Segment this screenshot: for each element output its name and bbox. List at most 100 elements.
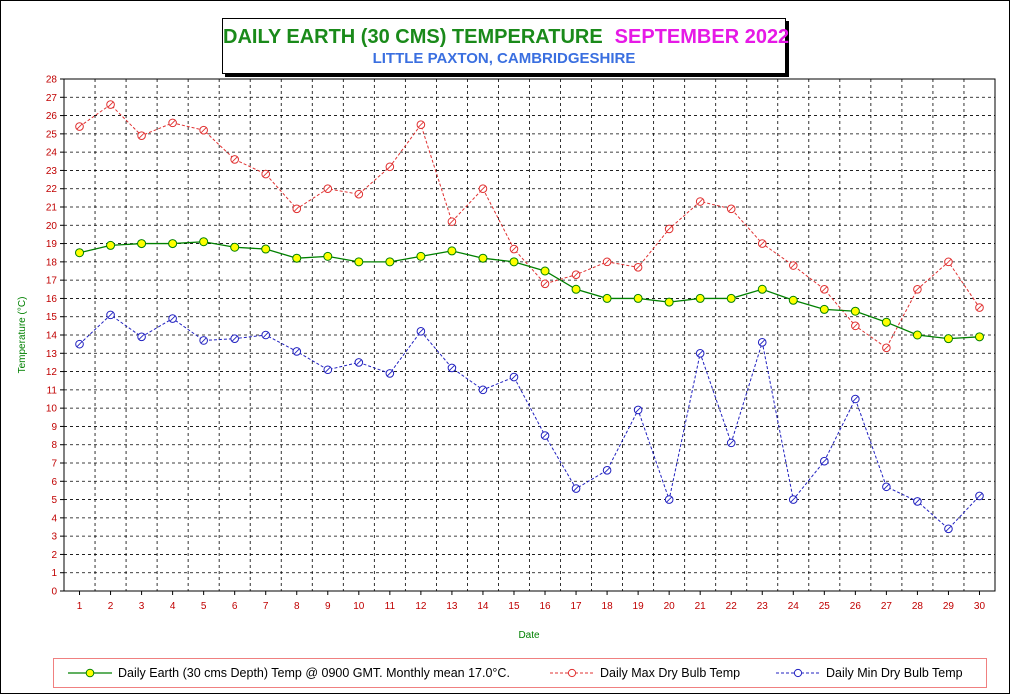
data-point-mark-min xyxy=(635,407,641,413)
x-tick-label: 20 xyxy=(664,601,676,612)
data-point-earth xyxy=(881,317,891,327)
y-tick-label: 20 xyxy=(46,221,58,232)
data-point-earth xyxy=(571,284,581,294)
data-point-earth xyxy=(850,306,860,316)
data-point-mark-max xyxy=(231,156,238,163)
chart-title-month: SEPTEMBER 2022 xyxy=(614,26,790,48)
x-tick-label: 2 xyxy=(108,601,114,612)
data-point-mark-min xyxy=(666,496,672,503)
title-line: DAILY EARTH (30 CMS) TEMPERATURE SEPTEMBE… xyxy=(223,26,789,48)
x-tick-label: 25 xyxy=(819,601,831,612)
data-point-earth xyxy=(943,334,953,344)
x-tick-label: 11 xyxy=(385,601,396,612)
y-tick-label: 3 xyxy=(51,532,57,543)
data-point-mark-max xyxy=(449,218,455,225)
series-line-min xyxy=(79,314,980,530)
x-tick-label: 12 xyxy=(415,601,427,612)
data-point-mark-max xyxy=(945,259,952,265)
data-point-mark-max xyxy=(821,286,828,293)
data-point-mark-min xyxy=(542,432,548,439)
data-point-earth xyxy=(819,304,829,314)
data-point-earth xyxy=(912,330,922,340)
x-tick-label: 1 xyxy=(77,601,83,612)
y-tick-label: 8 xyxy=(51,440,57,451)
y-tick-label: 23 xyxy=(46,166,58,177)
data-point-earth xyxy=(695,293,705,303)
x-tick-label: 6 xyxy=(232,601,238,612)
data-point-earth xyxy=(75,248,85,258)
y-tick-label: 4 xyxy=(51,513,57,524)
data-point-earth xyxy=(974,332,984,342)
x-tick-label: 30 xyxy=(974,601,986,612)
x-tick-label: 8 xyxy=(294,601,300,612)
y-tick-label: 14 xyxy=(46,331,58,342)
data-point-earth xyxy=(540,266,550,276)
data-point-mark-min xyxy=(573,485,579,492)
data-point-earth xyxy=(168,239,178,249)
data-point-mark-max xyxy=(200,127,207,133)
y-tick-label: 17 xyxy=(46,276,58,287)
x-tick-label: 27 xyxy=(881,601,893,612)
legend-item-min: Daily Min Dry Bulb Temp xyxy=(776,659,963,687)
y-tick-label: 22 xyxy=(46,184,58,195)
data-point-earth xyxy=(509,257,519,267)
y-tick-label: 5 xyxy=(51,495,57,506)
data-point-earth xyxy=(757,284,767,294)
series-line-earth xyxy=(79,241,980,340)
x-tick-label: 18 xyxy=(602,601,614,612)
data-point-mark-min xyxy=(418,328,424,335)
data-point-mark-min xyxy=(790,496,797,503)
y-tick-label: 11 xyxy=(47,385,58,396)
y-tick-label: 12 xyxy=(46,367,58,378)
data-point-mark-max xyxy=(138,132,145,139)
y-tick-label: 15 xyxy=(46,312,58,323)
x-tick-label: 9 xyxy=(325,601,331,612)
data-point-earth xyxy=(230,242,240,252)
data-point-earth xyxy=(664,297,674,307)
legend-swatch-earth xyxy=(68,668,112,678)
x-tick-label: 29 xyxy=(943,601,955,612)
data-point-earth xyxy=(416,251,426,261)
x-tick-label: 10 xyxy=(353,601,365,612)
data-point-mark-min xyxy=(480,387,486,393)
data-point-mark-min xyxy=(852,396,859,402)
x-tick-label: 7 xyxy=(263,601,269,612)
y-tick-label: 25 xyxy=(46,129,58,140)
data-point-mark-max xyxy=(169,120,176,126)
y-tick-label: 2 xyxy=(51,550,57,561)
data-point-mark-min xyxy=(76,341,83,347)
data-point-mark-max xyxy=(418,121,424,128)
legend: Daily Earth (30 cms Depth) Temp @ 0900 G… xyxy=(53,658,987,688)
data-point-mark-max xyxy=(976,304,983,311)
legend-label-earth: Daily Earth (30 cms Depth) Temp @ 0900 G… xyxy=(118,666,510,680)
y-tick-label: 19 xyxy=(46,239,58,250)
y-tick-label: 26 xyxy=(46,111,58,122)
x-tick-label: 22 xyxy=(726,601,738,612)
data-point-mark-min xyxy=(759,339,765,346)
x-axis-label: Date xyxy=(518,630,540,641)
legend-item-earth: Daily Earth (30 cms Depth) Temp @ 0900 G… xyxy=(68,659,510,687)
data-point-mark-min xyxy=(387,370,393,377)
chart-subtitle: LITTLE PAXTON, CAMBRIDGESHIRE xyxy=(372,50,636,67)
y-tick-label: 21 xyxy=(46,203,58,214)
data-point-mark-max xyxy=(759,240,765,247)
y-tick-label: 13 xyxy=(46,349,58,360)
data-point-mark-max xyxy=(604,259,610,265)
x-tick-label: 16 xyxy=(539,601,551,612)
data-point-mark-min xyxy=(976,493,983,499)
legend-label-min: Daily Min Dry Bulb Temp xyxy=(826,666,963,680)
y-axis-label: Temperature (°C) xyxy=(17,297,28,374)
y-tick-label: 6 xyxy=(51,477,57,488)
data-point-mark-max xyxy=(511,246,517,252)
legend-label-max: Daily Max Dry Bulb Temp xyxy=(600,666,741,680)
chart-title: DAILY EARTH (30 CMS) TEMPERATURE xyxy=(223,26,603,48)
data-point-mark-max xyxy=(294,206,300,212)
data-point-earth xyxy=(199,237,209,247)
x-tick-label: 4 xyxy=(170,601,176,612)
y-tick-label: 28 xyxy=(46,75,58,86)
data-point-mark-min xyxy=(107,312,114,318)
data-point-mark-min xyxy=(200,337,207,344)
data-point-earth xyxy=(323,251,333,261)
data-point-mark-max xyxy=(914,286,921,293)
